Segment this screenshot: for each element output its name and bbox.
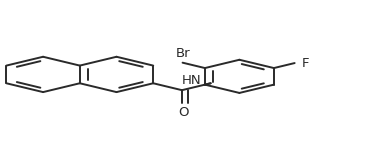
Text: HN: HN [182,74,201,87]
Text: O: O [179,106,189,119]
Text: Br: Br [175,47,190,60]
Text: F: F [302,57,310,70]
